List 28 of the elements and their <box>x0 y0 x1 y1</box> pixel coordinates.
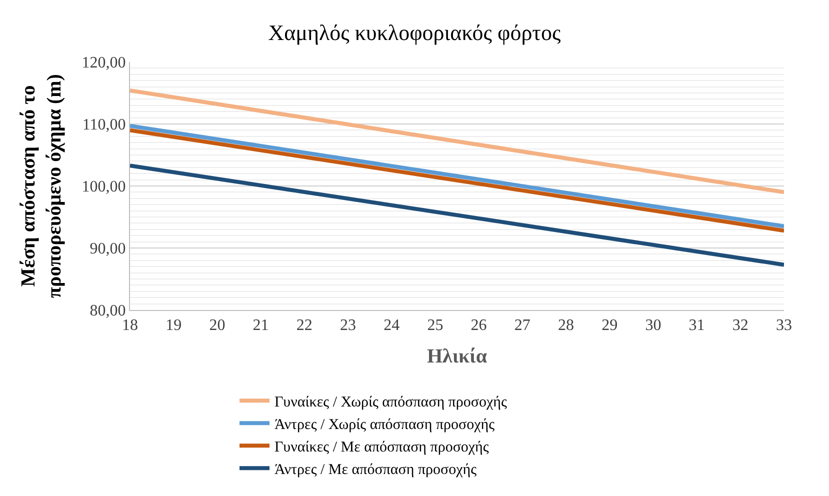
x-tick-label: 21 <box>252 317 269 334</box>
x-tick-label: 22 <box>296 317 312 334</box>
y-tick-label: 90,00 <box>90 240 126 258</box>
y-tick-label: 80,00 <box>90 302 126 320</box>
x-tick-label: 31 <box>688 317 705 334</box>
x-tick-label: 33 <box>776 317 792 334</box>
y-tick-label: 110,00 <box>82 116 126 134</box>
x-tick-label: 30 <box>645 317 662 334</box>
x-tick-label: 23 <box>340 317 356 334</box>
legend-label: Άντρες / Χωρίς απόσπαση προσοχής <box>274 417 495 433</box>
y-tick-label: 100,00 <box>82 178 126 196</box>
y-axis-title: Μέση απόσταση από το προπορευόμενο όχημα (m) <box>17 74 66 298</box>
legend-label: Γυναίκες / Χωρίς απόσπαση προσοχής <box>274 394 507 410</box>
legend-label: Άντρες / Με απόσπαση προσοχής <box>274 462 477 478</box>
x-tick-label: 32 <box>732 317 748 334</box>
x-tick-label: 25 <box>427 317 444 334</box>
x-tick-label: 29 <box>602 317 618 334</box>
x-tick-label: 27 <box>514 317 530 334</box>
x-tick-label: 18 <box>122 317 138 334</box>
x-tick-label: 28 <box>558 317 574 334</box>
x-tick-label: 19 <box>166 317 182 334</box>
legend-label: Γυναίκες / Με απόσπαση προσοχής <box>274 440 489 456</box>
x-tick-label: 26 <box>470 317 487 334</box>
chart-title: Χαμηλός κυκλοφοριακός φόρτος <box>268 20 562 46</box>
x-tick-label: 24 <box>384 317 400 334</box>
x-tick-label: 20 <box>209 317 226 334</box>
y-tick-label: 120,00 <box>82 54 126 72</box>
x-axis-title: Ηλικία <box>426 346 488 368</box>
